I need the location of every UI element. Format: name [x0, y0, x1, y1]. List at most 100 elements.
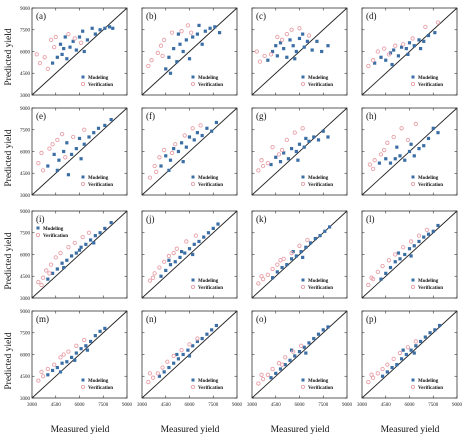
- one-to-one-line: [141, 7, 238, 96]
- verification-point: [82, 127, 87, 132]
- modeling-point: [401, 348, 405, 352]
- modeling-point: [168, 263, 173, 267]
- verification-point: [399, 126, 404, 131]
- modeling-point: [109, 118, 113, 122]
- modeling-point: [55, 55, 59, 59]
- legend: Modeling Verification: [190, 75, 223, 88]
- modeling-point: [422, 235, 426, 239]
- legend: Modeling Verification: [190, 175, 223, 188]
- y-tick-label: 4500: [20, 375, 31, 380]
- modeling-point: [172, 361, 176, 365]
- modeling-point: [399, 45, 404, 49]
- legend-verification-marker: [35, 232, 41, 238]
- modeling-point: [173, 260, 177, 264]
- verification-point: [367, 162, 373, 167]
- verification-point: [305, 237, 310, 243]
- modeling-point: [195, 32, 200, 36]
- verification-point: [179, 29, 184, 34]
- legend: Modeling Verification: [300, 75, 333, 88]
- modeling-point: [111, 26, 115, 30]
- y-tick-label: 7500: [20, 332, 31, 337]
- verification-point: [391, 134, 396, 140]
- verification-point: [380, 366, 385, 372]
- verification-point: [179, 347, 184, 353]
- modeling-point: [269, 376, 273, 380]
- verification-point: [397, 350, 403, 356]
- verification-point: [401, 42, 406, 47]
- verification-point: [279, 37, 285, 43]
- panel-label: (f): [146, 111, 155, 121]
- panel-label: (m): [36, 314, 49, 324]
- legend: Modeling Verification: [80, 75, 113, 88]
- modeling-point: [192, 138, 196, 142]
- modeling-point: [418, 339, 423, 344]
- modeling-point: [304, 136, 308, 141]
- verification-point: [391, 356, 396, 361]
- modeling-point: [96, 126, 101, 130]
- one-to-one-line: [251, 310, 348, 399]
- modeling-point: [321, 129, 325, 133]
- verification-point: [198, 123, 203, 128]
- verification-point: [259, 274, 264, 279]
- verification-point: [146, 63, 151, 69]
- legend: Modeling Verification: [190, 278, 223, 291]
- modeling-point: [390, 62, 394, 67]
- modeling-point: [297, 36, 302, 41]
- verification-point: [147, 278, 153, 283]
- verification-point: [36, 160, 41, 166]
- modeling-point: [87, 135, 91, 139]
- modeling-point: [395, 363, 399, 367]
- modeling-point: [417, 147, 421, 151]
- verification-point: [260, 163, 266, 169]
- modeling-point: [103, 123, 107, 127]
- y-axis-label-row4: Predicted yield: [4, 332, 14, 390]
- verification-point: [48, 37, 54, 43]
- verification-point: [275, 262, 280, 267]
- modeling-point: [58, 42, 63, 46]
- verification-point: [401, 245, 406, 250]
- legend: Modeling Verification: [300, 175, 333, 188]
- modeling-point: [307, 341, 311, 345]
- legend-verification-marker: [80, 81, 86, 87]
- verification-point: [372, 158, 377, 163]
- verification-point: [157, 155, 162, 160]
- verification-point: [366, 379, 371, 385]
- verification-point: [270, 366, 275, 372]
- panel-label: (p): [366, 314, 377, 324]
- modeling-point: [379, 277, 383, 281]
- legend-modeling-marker: [411, 378, 415, 382]
- modeling-point: [178, 255, 182, 259]
- modeling-point: [205, 126, 209, 130]
- modeling-point: [302, 345, 306, 349]
- verification-point: [158, 43, 164, 48]
- legend-verification-label: Verification: [418, 386, 443, 391]
- modeling-point: [164, 154, 168, 158]
- x-axis-label-col3: Measured yield: [270, 425, 330, 435]
- verification-point: [254, 49, 259, 54]
- legend-modeling-label: Modeling: [88, 379, 109, 384]
- verification-point: [416, 233, 422, 238]
- modeling-point: [103, 26, 107, 30]
- x-tick-label: 7500: [208, 403, 219, 408]
- verification-point: [188, 30, 194, 35]
- modeling-point: [294, 149, 298, 154]
- legend-modeling-label: Modeling: [198, 379, 219, 384]
- legend-verification-marker: [300, 181, 306, 187]
- x-tick-label: 9000: [122, 403, 133, 408]
- modeling-point: [107, 25, 112, 29]
- modeling-point: [63, 35, 67, 39]
- modeling-point: [285, 263, 289, 267]
- modeling-point: [396, 54, 401, 58]
- modeling-point: [403, 158, 407, 162]
- x-tick-label: 6000: [75, 403, 86, 408]
- panel-i: 3000 4500 6000 7500 9000 (i) Modeling Verificat…: [20, 210, 128, 302]
- modeling-point: [313, 236, 317, 241]
- modeling-point: [409, 142, 413, 146]
- panel-j: (j) Modeling Verification: [141, 210, 238, 299]
- modeling-point: [403, 252, 407, 257]
- modeling-point: [310, 48, 314, 52]
- modeling-point: [392, 48, 396, 52]
- modeling-point: [55, 168, 59, 172]
- verification-point: [256, 281, 261, 286]
- legend-modeling-label: Modeling: [198, 176, 219, 181]
